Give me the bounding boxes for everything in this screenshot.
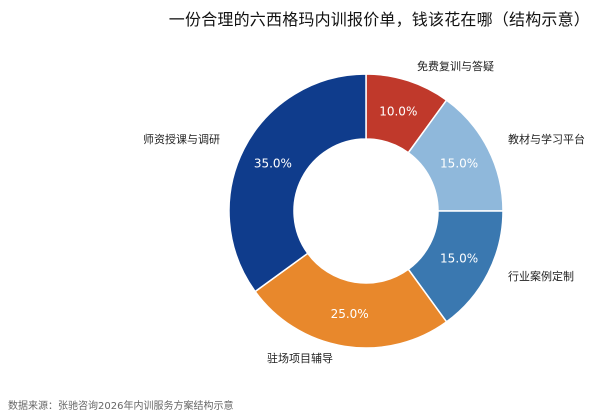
value-label-2: 15.0% bbox=[440, 157, 478, 171]
category-label-3: 行业案例定制 bbox=[508, 269, 574, 283]
value-label-4: 25.0% bbox=[331, 307, 369, 321]
chart-title: 一份合理的六西格玛内训报价单，钱该花在哪（结构示意） bbox=[168, 10, 590, 29]
slice-4 bbox=[254, 252, 448, 349]
category-label-4: 驻场项目辅导 bbox=[267, 351, 333, 365]
category-label-5: 师资授课与调研 bbox=[143, 132, 220, 146]
category-label-1: 免费复训与答疑 bbox=[417, 59, 494, 73]
category-label-2: 教材与学习平台 bbox=[508, 132, 585, 146]
value-label-1: 10.0% bbox=[379, 105, 417, 119]
source-note: 数据来源：张驰咨询2026年内训服务方案结构示意 bbox=[8, 401, 234, 412]
value-label-5: 35.0% bbox=[254, 157, 292, 171]
value-label-3: 15.0% bbox=[440, 251, 478, 265]
donut-slices bbox=[228, 73, 504, 349]
value-labels: 10.0% 15.0% 15.0% 25.0% 35.0% bbox=[254, 105, 478, 322]
slice-5 bbox=[228, 73, 367, 293]
